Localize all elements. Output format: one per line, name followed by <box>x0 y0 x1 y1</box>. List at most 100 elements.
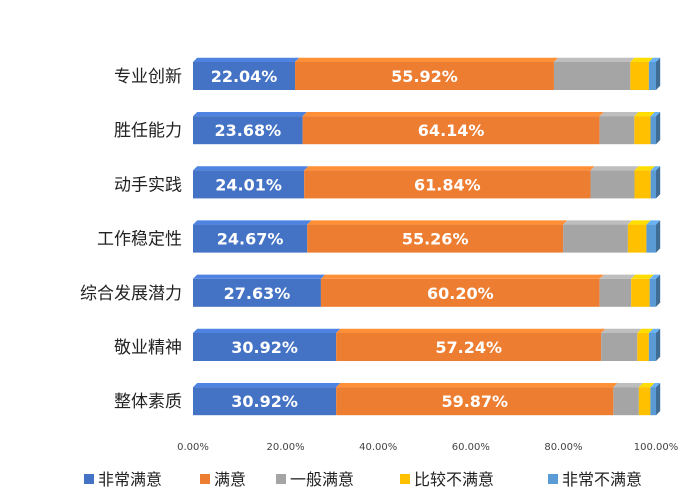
bar-top-face <box>638 383 655 388</box>
bar-segment <box>563 220 633 253</box>
bar-top-face <box>193 383 341 388</box>
data-label: 55.26% <box>402 230 469 249</box>
bar-side-face <box>656 166 661 199</box>
legend-swatch <box>200 474 210 484</box>
bar-front-face <box>193 224 308 253</box>
bar-top-face <box>637 328 654 333</box>
bar-front-face <box>193 278 321 307</box>
bar-top-face <box>193 112 307 117</box>
bar-top-face <box>336 328 606 333</box>
bar-front-face <box>563 224 628 253</box>
bar-top-face <box>553 57 635 62</box>
bar-segment <box>193 383 341 416</box>
bar-top-face <box>320 274 604 279</box>
data-label: 30.92% <box>231 338 298 357</box>
bar-top-face <box>336 383 618 388</box>
data-label: 22.04% <box>211 67 278 86</box>
data-label: 24.01% <box>215 175 282 194</box>
bar-top-face <box>630 57 654 62</box>
bar-segment <box>193 274 326 307</box>
bar-front-face <box>193 170 305 199</box>
bar-segment <box>650 383 661 416</box>
bar-front-face <box>302 116 600 145</box>
data-label: 27.63% <box>224 284 291 303</box>
legend-label: 非常满意 <box>98 470 162 489</box>
bar-segment <box>601 328 642 361</box>
bar-front-face <box>631 278 650 307</box>
bar-top-face <box>646 220 661 225</box>
bar-top-face <box>650 112 661 117</box>
bar-segment <box>613 383 644 416</box>
x-tick-label: 80.00% <box>544 442 582 453</box>
bar-segment <box>553 57 635 90</box>
data-label: 64.14% <box>418 121 485 140</box>
data-label: 59.87% <box>441 392 508 411</box>
bar-front-face <box>648 62 656 90</box>
bar-front-face <box>638 387 651 416</box>
x-tick-label: 0.00% <box>177 442 209 453</box>
bar-top-face <box>650 166 661 171</box>
category-label: 动手实践 <box>114 175 182 195</box>
bar-top-face <box>648 328 661 333</box>
bar-top-face <box>613 383 644 388</box>
bar-segment <box>193 220 312 253</box>
legend-swatch <box>84 474 94 484</box>
bar-front-face <box>320 278 600 307</box>
legend-item: 非常满意 <box>84 470 162 489</box>
bar-segment <box>637 328 654 361</box>
x-tick-label: 20.00% <box>267 442 305 453</box>
bar-top-face <box>193 166 309 171</box>
bar-top-face <box>307 220 568 225</box>
bar-top-face <box>627 220 651 225</box>
x-tick-label: 100.00% <box>634 442 679 453</box>
bar-segment <box>649 274 661 307</box>
bar-front-face <box>649 278 656 307</box>
bar-front-face <box>646 224 656 253</box>
bars <box>193 57 661 416</box>
bar-top-face <box>631 274 654 279</box>
bar-front-face <box>295 62 554 90</box>
data-labels: 22.04% 55.92% 23.68% 64.14% 24.01% 61.84% 24.6… <box>211 67 508 411</box>
data-label: 24.67% <box>217 230 284 249</box>
bar-segment <box>304 166 595 199</box>
bar-front-face <box>634 170 651 199</box>
bar-segment <box>650 166 661 199</box>
bar-front-face <box>553 62 631 90</box>
bar-front-face <box>336 333 602 361</box>
bar-top-face <box>648 57 661 62</box>
bar-top-face <box>649 274 661 279</box>
legend-item: 比较不满意 <box>400 470 494 489</box>
bar-segment <box>193 328 341 361</box>
bar-top-face <box>193 328 341 333</box>
bar-segment <box>193 112 307 145</box>
data-label: 60.20% <box>427 284 494 303</box>
bar-side-face <box>656 383 661 416</box>
legend-item: 非常不满意 <box>548 470 642 489</box>
legend-item: 满意 <box>200 470 246 489</box>
category-label: 敬业精神 <box>114 338 182 358</box>
bar-segment <box>193 166 309 199</box>
bar-top-face <box>599 112 639 117</box>
bar-top-face <box>295 57 559 62</box>
bar-segment <box>295 57 559 90</box>
bar-segment <box>599 274 636 307</box>
data-label: 57.24% <box>435 338 502 357</box>
bar-top-face <box>563 220 633 225</box>
bar-top-face <box>193 220 312 225</box>
legend-label: 比较不满意 <box>414 470 494 489</box>
bar-front-face <box>630 62 649 90</box>
category-label: 工作稳定性 <box>97 230 182 250</box>
bar-side-face <box>656 220 661 253</box>
bar-front-face <box>648 333 656 361</box>
bar-segment <box>336 328 606 361</box>
bar-segment <box>336 383 618 416</box>
bar-side-face <box>656 328 661 361</box>
bar-segment <box>650 112 661 145</box>
bar-segment <box>590 166 639 199</box>
legend-label: 非常不满意 <box>562 470 642 489</box>
bar-segment <box>648 57 661 90</box>
legend-item: 一般满意 <box>276 470 354 489</box>
category-label: 整体素质 <box>114 392 182 412</box>
bar-front-face <box>650 170 656 199</box>
bar-segment <box>648 328 661 361</box>
